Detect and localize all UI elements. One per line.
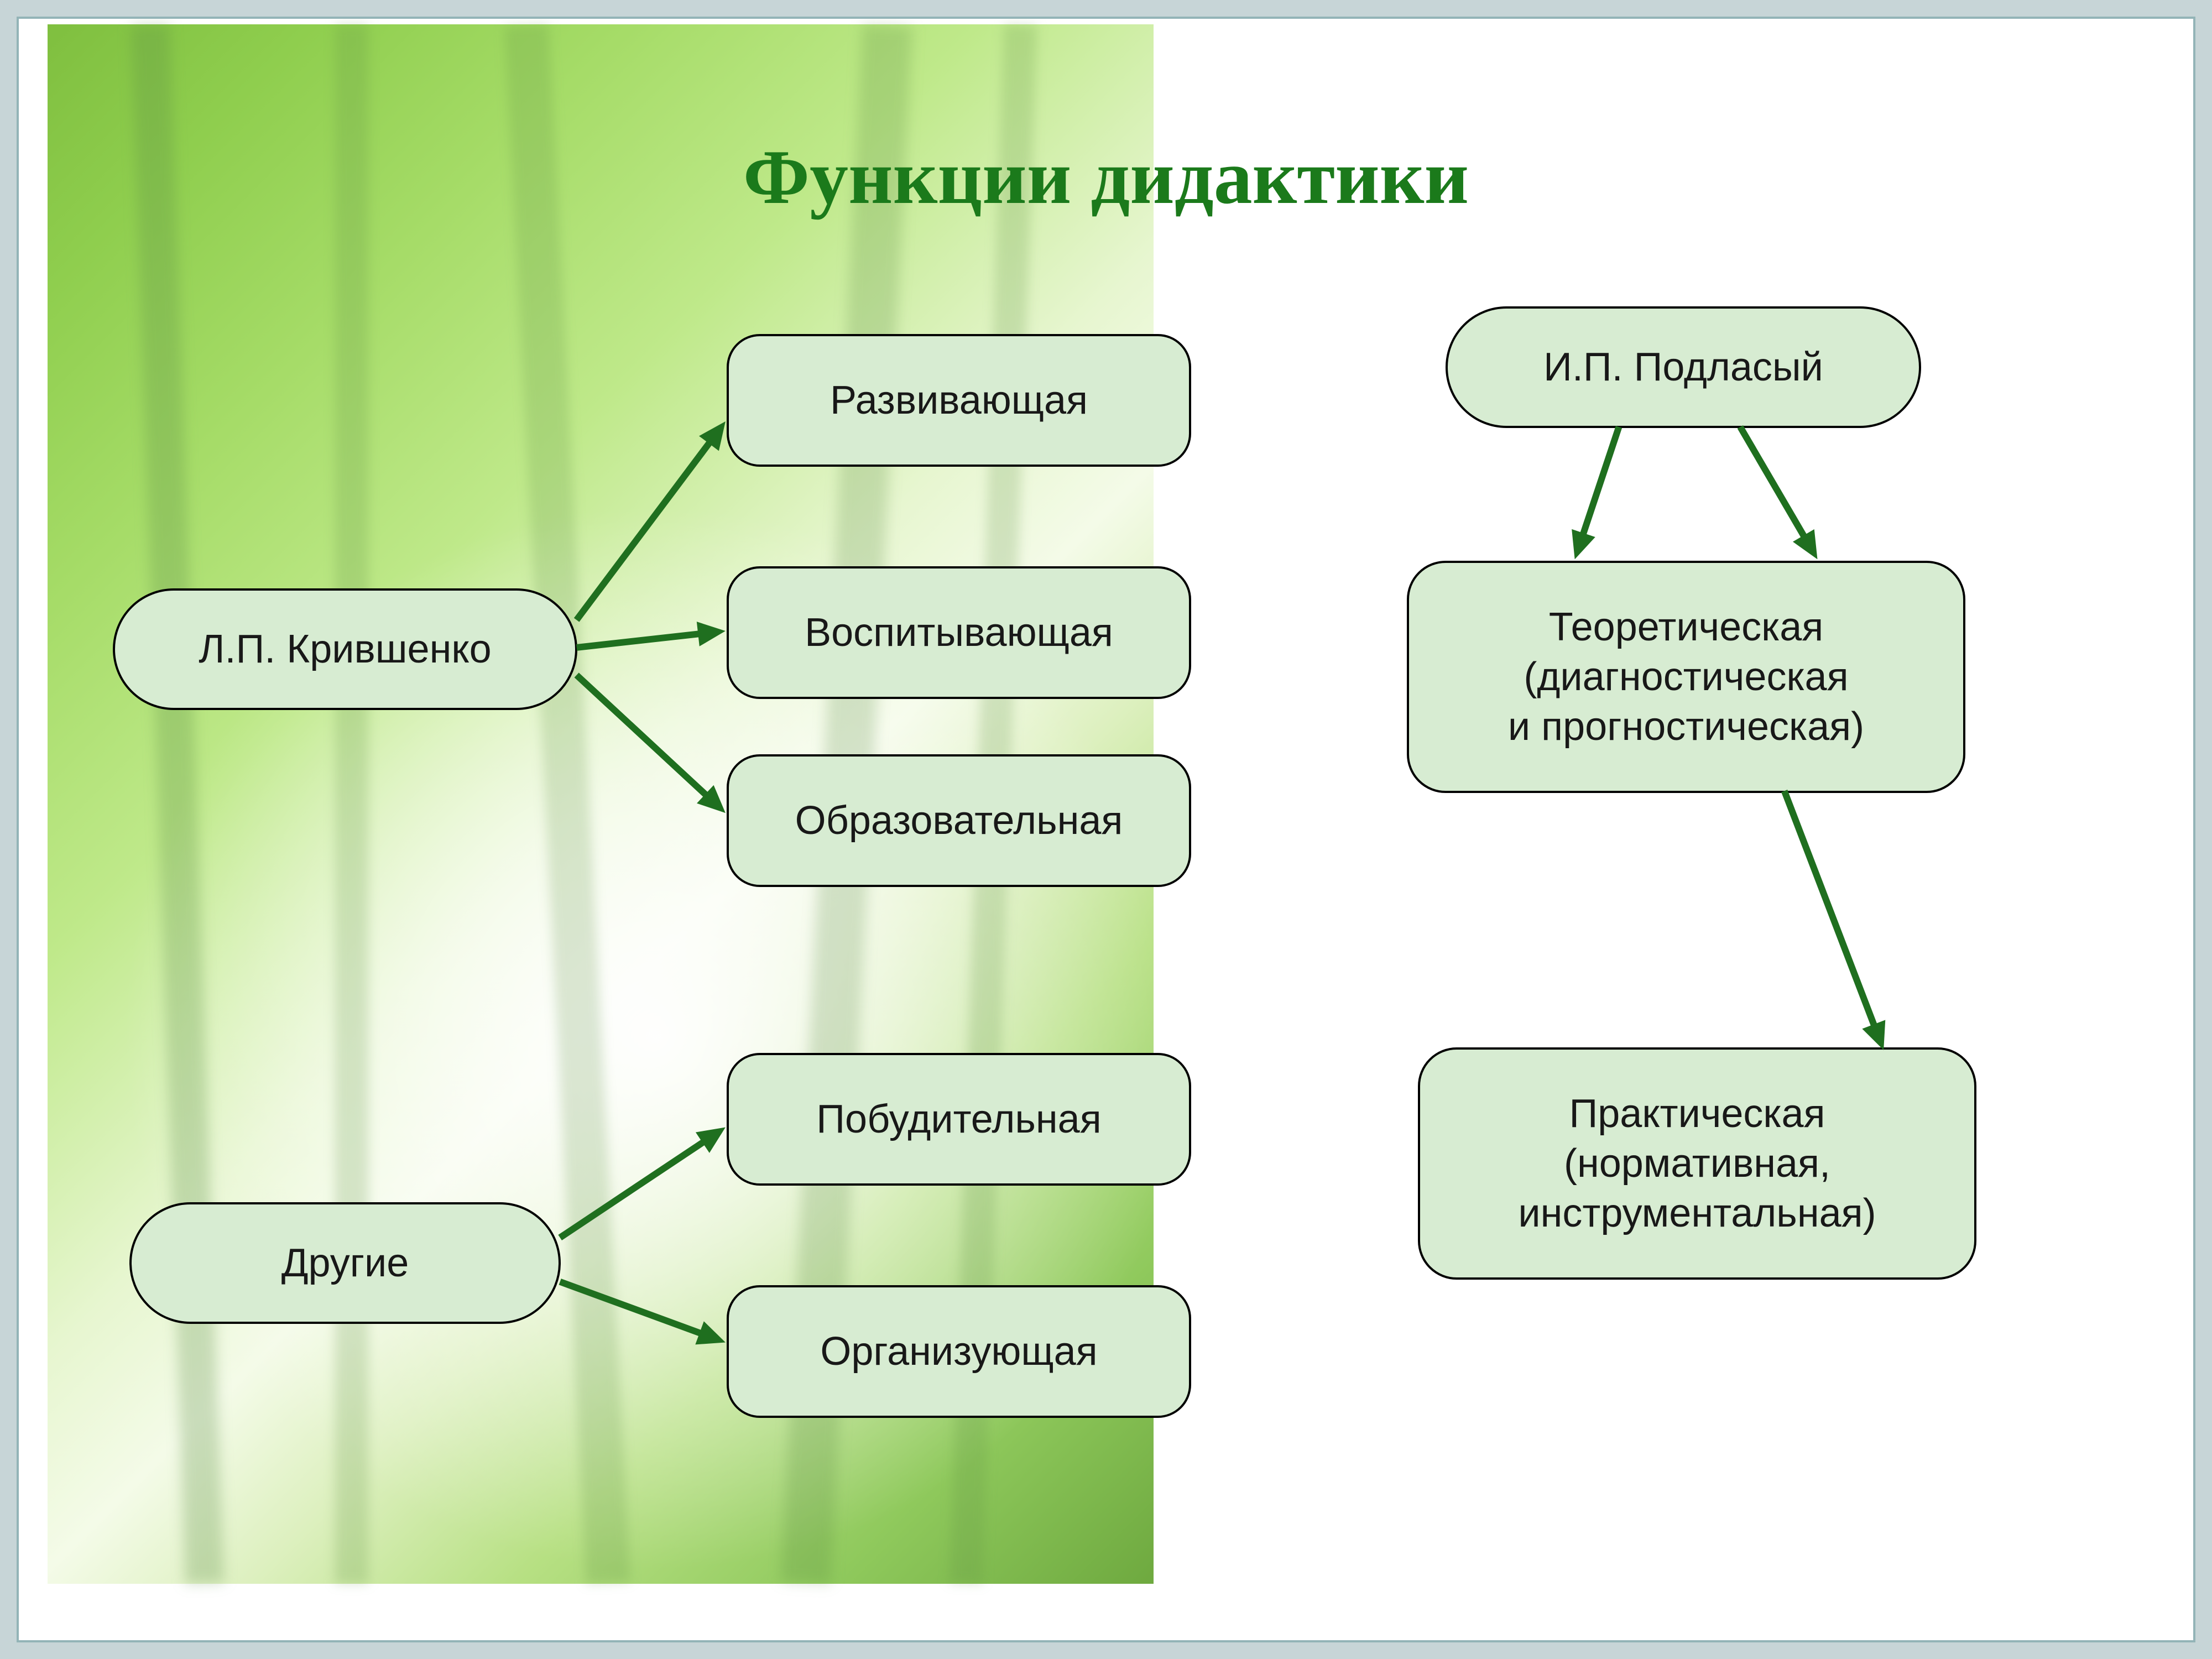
node-vospityvayushchaya: Воспитывающая xyxy=(727,566,1191,699)
node-pobuditelnaya: Побудительная xyxy=(727,1053,1191,1186)
node-teoreticheskaya: Теоретическая(диагностическаяи прогности… xyxy=(1407,561,1965,793)
node-organizuyushchaya: Организующая xyxy=(727,1285,1191,1418)
node-krivshenko: Л.П. Крившенко xyxy=(113,588,577,710)
node-podlasyj: И.П. Подласый xyxy=(1446,306,1921,428)
node-obrazovatelnaya: Образовательная xyxy=(727,754,1191,887)
node-razvivayushchaya: Развивающая xyxy=(727,334,1191,467)
node-drugie: Другие xyxy=(129,1202,561,1324)
slide-outer: Функции дидактики Л.П. Крившенко Развива… xyxy=(0,0,2212,1659)
slide-title: Функции дидактики xyxy=(19,135,2193,220)
slide-frame: Функции дидактики Л.П. Крившенко Развива… xyxy=(17,17,2195,1642)
node-prakticheskaya: Практическая(нормативная,инструментальна… xyxy=(1418,1047,1976,1280)
